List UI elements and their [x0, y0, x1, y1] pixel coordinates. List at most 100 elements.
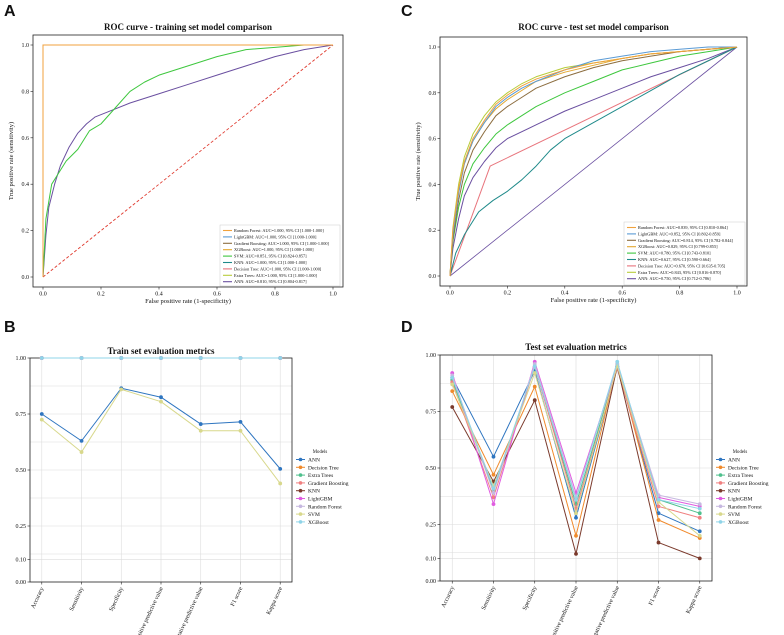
legend-label-lightgbm: LightGBM: AUC=1.000, 95% CI [1.000-1.000… — [234, 234, 317, 240]
x-tick-label: 0.0 — [446, 291, 454, 297]
point-ann — [278, 466, 283, 471]
legend-label-decision-tree: Decision Tree — [728, 465, 759, 471]
legend-label-extra-trees: Extra Trees — [728, 473, 753, 479]
legend-marker-decision-tree — [298, 465, 303, 470]
legend-marker-random-forest — [298, 504, 303, 509]
legend-label-gradient-boosting: Gradient Boosting: AUC=1.000, 95% CI [1.… — [234, 241, 329, 247]
train-metrics-panel: Train set evaluation metrics 0.00 0.10 0.25… — [16, 346, 349, 635]
point-svm — [532, 371, 537, 375]
point-xgboost — [532, 364, 537, 369]
x-axis-label: False positive rate (1-specificity) — [551, 297, 637, 304]
legend-label-decision-tree: Decision Tree — [308, 465, 339, 471]
point-ann — [574, 515, 578, 520]
category-label-accuracy: Accuracy — [30, 586, 45, 609]
point-svm — [574, 511, 578, 516]
point-xgboost — [574, 497, 578, 502]
panel-letter-b: B — [4, 319, 16, 336]
y-axis-label: True positive rate (sensitivity) — [415, 122, 422, 200]
legend-label-extra-trees: Extra Trees: AUC=1.000, 95% CI [1.000-1.… — [234, 273, 318, 279]
legend-label-gradient-boosting: Gradient Boosting — [308, 481, 349, 487]
legend-marker-gradient-boosting — [718, 481, 723, 485]
point-svm — [159, 399, 163, 404]
point-xgboost — [615, 359, 620, 364]
legend-label-svm: SVM: AUC=0.780, 95% CI [0.743-0.810] — [638, 251, 711, 257]
y-tick-label: 1.0 — [22, 43, 30, 49]
legend-marker-lightgbm — [298, 496, 303, 501]
point-xgboost — [39, 356, 44, 360]
category-label-positive-predictive-value: Positive predictive value — [549, 585, 580, 635]
legend-label-knn: KNN — [308, 489, 320, 495]
point-ann — [39, 412, 44, 416]
x-tick-label: 0.2 — [504, 291, 512, 297]
y-tick-label: 0.2 — [429, 228, 437, 234]
legend-label-random-forest: Random Forest — [728, 504, 762, 510]
roc-line-random-forest — [449, 46, 738, 277]
legend-label-random-forest: Random Forest — [308, 504, 342, 510]
point-xgboost — [656, 497, 661, 502]
point-knn — [450, 405, 455, 409]
point-xgboost — [159, 356, 163, 360]
category-label-sensitivity: Sensitivity — [69, 586, 85, 612]
x-tick-label: 0.0 — [39, 292, 47, 298]
y-tick-label: 0.25 — [426, 523, 437, 529]
point-svm — [39, 417, 44, 422]
point-svm — [697, 533, 702, 538]
legend-label-decision-tree: Decision Tree: AUC=0.670, 95% CI [0.635-… — [638, 263, 726, 269]
point-knn — [697, 556, 702, 561]
panel-letter-c: C — [401, 3, 413, 20]
point-svm — [79, 450, 84, 454]
chart-title: ROC curve - training set model compariso… — [104, 22, 272, 32]
legend-marker-xgboost — [298, 520, 303, 524]
legend-label-decision-tree: Decision Tree: AUC=1.000, 95% CI [1.000-… — [234, 266, 322, 272]
panel-letter-a: A — [4, 3, 16, 20]
point-svm — [119, 387, 124, 392]
test-metrics-panel: Test set evaluation metrics 0.00 0.10 0.25 0… — [426, 342, 769, 635]
legend-marker-extra-trees — [298, 473, 303, 477]
y-tick-label: 0.8 — [429, 91, 437, 97]
x-tick-label: 0.4 — [561, 291, 569, 297]
point-xgboost — [450, 375, 455, 380]
y-tick-label: 0.0 — [22, 275, 30, 281]
x-tick-label: 0.6 — [618, 291, 626, 297]
x-tick-label: 1.0 — [733, 291, 741, 297]
point-ann — [198, 422, 203, 426]
legend-label-knn: KNN — [728, 489, 740, 495]
x-tick-label: 0.8 — [676, 291, 684, 297]
legend-label-lightgbm: LightGBM — [308, 497, 333, 503]
legend-label-extra-trees: Extra Trees — [308, 473, 333, 479]
y-tick-label: 0.10 — [16, 558, 27, 564]
roc-line-random-forest — [42, 44, 333, 277]
legend-marker-knn — [718, 488, 723, 493]
legend-marker-svm — [718, 512, 723, 516]
chance-line — [42, 44, 334, 278]
y-tick-label: 0.75 — [16, 412, 27, 418]
point-knn — [656, 540, 661, 545]
y-tick-label: 0.6 — [22, 136, 30, 142]
point-knn — [532, 398, 537, 403]
chance-line — [449, 46, 738, 277]
legend-label-random-forest: Random Forest: AUC=0.839, 95% CI [0.810-… — [638, 225, 728, 231]
legend-label-xgboost: XGBoost: AUC=1.000, 95% CI [1.000-1.000] — [234, 247, 314, 253]
legend-marker-xgboost — [718, 520, 723, 524]
y-tick-label: 0.6 — [429, 137, 437, 143]
point-gradient-boosting — [491, 495, 496, 500]
y-tick-label: 0.50 — [426, 466, 437, 472]
legend-label-lightgbm: LightGBM: AUC=0.852, 95% CI [0.802-0.859… — [638, 231, 721, 237]
roc-train-panel: ROC curve - training set model compariso… — [8, 22, 344, 305]
point-ann — [79, 438, 84, 443]
y-tick-label: 0.8 — [22, 89, 30, 95]
legend-label-xgboost: XGBoost — [308, 520, 329, 526]
point-decision-tree — [656, 518, 661, 522]
category-label-specificity: Specificity — [521, 585, 538, 612]
chart-title: ROC curve - test set model comparison — [518, 22, 668, 32]
point-xgboost — [198, 356, 203, 360]
legend-label-extra-trees: Extra Trees: AUC=0.843, 95% CI [0.816-0.… — [638, 270, 722, 276]
roc-line-svm — [42, 44, 333, 278]
plot-frame — [439, 36, 748, 287]
point-svm — [238, 428, 243, 433]
legend-marker-ann — [718, 457, 723, 462]
roc-line-ann — [42, 44, 334, 278]
legend-box — [623, 221, 746, 286]
point-xgboost — [79, 356, 84, 360]
